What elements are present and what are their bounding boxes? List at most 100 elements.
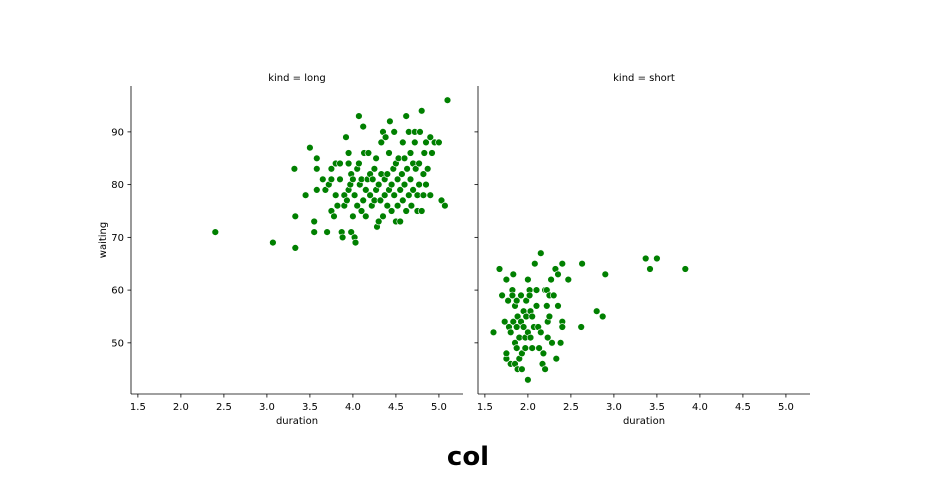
data-point <box>653 254 661 263</box>
data-point <box>385 149 393 157</box>
data-point <box>558 260 566 268</box>
data-point <box>402 112 410 120</box>
data-point <box>383 170 391 178</box>
data-point <box>578 260 586 268</box>
data-point <box>426 191 434 199</box>
facet-short: kind = short 1.5 2.0 2.5 3.0 3.5 4.0 4.5 5.0 du… <box>474 73 810 427</box>
x-tick-label: 3.5 <box>302 402 318 413</box>
data-point <box>509 318 517 326</box>
data-point <box>422 138 430 147</box>
data-point <box>387 180 396 189</box>
data-point <box>399 196 407 205</box>
data-point <box>418 207 426 215</box>
data-point <box>554 302 562 310</box>
data-point <box>409 186 417 194</box>
data-point <box>521 344 529 352</box>
data-point <box>504 297 512 305</box>
data-point <box>419 191 428 199</box>
data-point <box>313 186 321 194</box>
data-point <box>424 165 432 173</box>
data-point <box>351 238 360 247</box>
data-point <box>269 238 277 247</box>
data-point <box>541 365 549 373</box>
data-point <box>306 144 314 152</box>
data-point <box>554 270 562 278</box>
data-point <box>357 207 366 215</box>
data-point <box>422 180 430 189</box>
data-point <box>646 265 654 273</box>
data-point <box>426 133 434 141</box>
data-point <box>375 217 383 226</box>
data-point <box>338 233 347 242</box>
data-point <box>376 196 385 205</box>
data-point <box>364 149 373 157</box>
data-point <box>535 344 543 352</box>
x-axis-title-short: duration <box>623 416 665 427</box>
y-tick-label: 70 <box>111 233 124 244</box>
data-point <box>370 165 379 173</box>
data-point <box>327 175 336 184</box>
data-point <box>517 291 525 300</box>
data-point <box>419 170 428 178</box>
data-point <box>291 212 299 221</box>
data-point <box>539 349 548 358</box>
data-point <box>400 154 409 163</box>
data-point <box>543 302 551 310</box>
data-point <box>543 333 552 342</box>
y-tick-label: 90 <box>111 127 124 138</box>
data-point <box>369 175 377 184</box>
data-point <box>548 339 556 347</box>
x-tick-label: 2.0 <box>520 402 536 413</box>
data-point <box>379 212 387 221</box>
data-point <box>406 175 415 184</box>
data-point <box>211 228 220 236</box>
data-point <box>498 291 506 300</box>
data-point <box>641 254 650 263</box>
data-point <box>405 191 413 199</box>
data-point <box>399 138 407 147</box>
x-tick-label: 1.5 <box>130 402 146 413</box>
data-point <box>386 117 394 126</box>
data-point <box>526 333 535 342</box>
x-tick-label: 3.0 <box>259 402 275 413</box>
data-point <box>549 291 558 300</box>
data-point <box>547 275 555 284</box>
data-point <box>532 302 541 310</box>
y-ticks-long: 50 60 70 80 90 <box>111 127 131 349</box>
data-point <box>359 196 367 205</box>
data-point <box>601 270 609 278</box>
data-point <box>290 165 299 173</box>
data-point <box>350 191 359 199</box>
data-point <box>441 202 449 210</box>
data-point <box>412 165 420 173</box>
data-point <box>528 312 536 321</box>
data-point <box>598 312 607 321</box>
data-point <box>518 349 526 358</box>
data-point <box>428 149 436 157</box>
figure-caption: col <box>447 442 489 472</box>
data-point <box>366 191 374 199</box>
data-point <box>532 286 541 294</box>
x-ticks-long: 1.5 2.0 2.5 3.0 3.5 4.0 4.5 5.0 <box>130 394 447 413</box>
data-point <box>330 212 338 221</box>
x-tick-label: 4.0 <box>345 402 361 413</box>
data-point <box>347 228 355 236</box>
y-ticks-short <box>474 131 478 344</box>
data-point <box>381 191 389 199</box>
data-point <box>393 202 402 210</box>
data-point <box>349 175 357 184</box>
data-point <box>495 265 504 273</box>
data-point <box>333 202 342 210</box>
data-point <box>400 180 409 189</box>
facet-title-long: kind = long <box>268 73 326 84</box>
data-point <box>343 196 351 205</box>
data-point <box>332 191 340 199</box>
x-tick-label: 4.0 <box>692 402 708 413</box>
data-point <box>489 328 498 336</box>
data-point <box>383 202 391 210</box>
data-point <box>537 249 545 257</box>
data-point <box>344 149 353 157</box>
x-tick-label: 5.0 <box>431 402 447 413</box>
data-point <box>420 149 428 157</box>
